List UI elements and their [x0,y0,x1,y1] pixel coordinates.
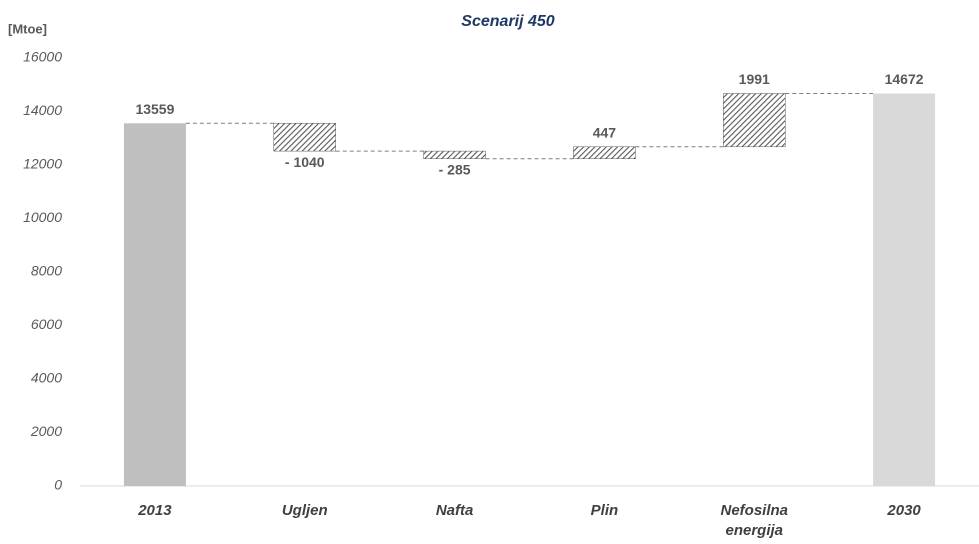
bar [423,150,486,159]
value-label: - 1040 [285,154,325,170]
value-label: 14672 [885,71,924,87]
x-tick-label: Nafta [435,502,474,519]
x-tick-label: 2030 [887,502,921,519]
y-tick-label: 12000 [23,156,62,172]
x-tick-label: Nefosilna energija [720,502,788,539]
bar [573,146,636,159]
value-label: 447 [593,124,617,140]
bar [873,93,936,487]
y-tick-label: 0 [54,477,62,493]
bar [123,123,186,486]
y-tick-label: 6000 [31,316,62,332]
y-tick-label: 4000 [31,370,62,386]
chart-title: Scenarij 450 [461,13,555,30]
y-tick-label: 14000 [23,102,62,118]
y-tick-label: 10000 [23,209,62,225]
y-tick-label: 8000 [31,263,62,279]
x-tick-label: 2013 [138,502,172,519]
bar [273,123,336,152]
value-label: - 285 [439,161,471,177]
x-tick-label: Plin [590,502,619,519]
y-axis-label: [Mtoe] [8,21,47,36]
bar [723,93,786,148]
value-label: 1991 [739,71,770,87]
value-label: 13559 [135,101,174,117]
y-tick-label: 16000 [23,49,62,65]
y-tick-label: 2000 [30,423,62,439]
x-tick-label: Ugljen [281,502,328,519]
